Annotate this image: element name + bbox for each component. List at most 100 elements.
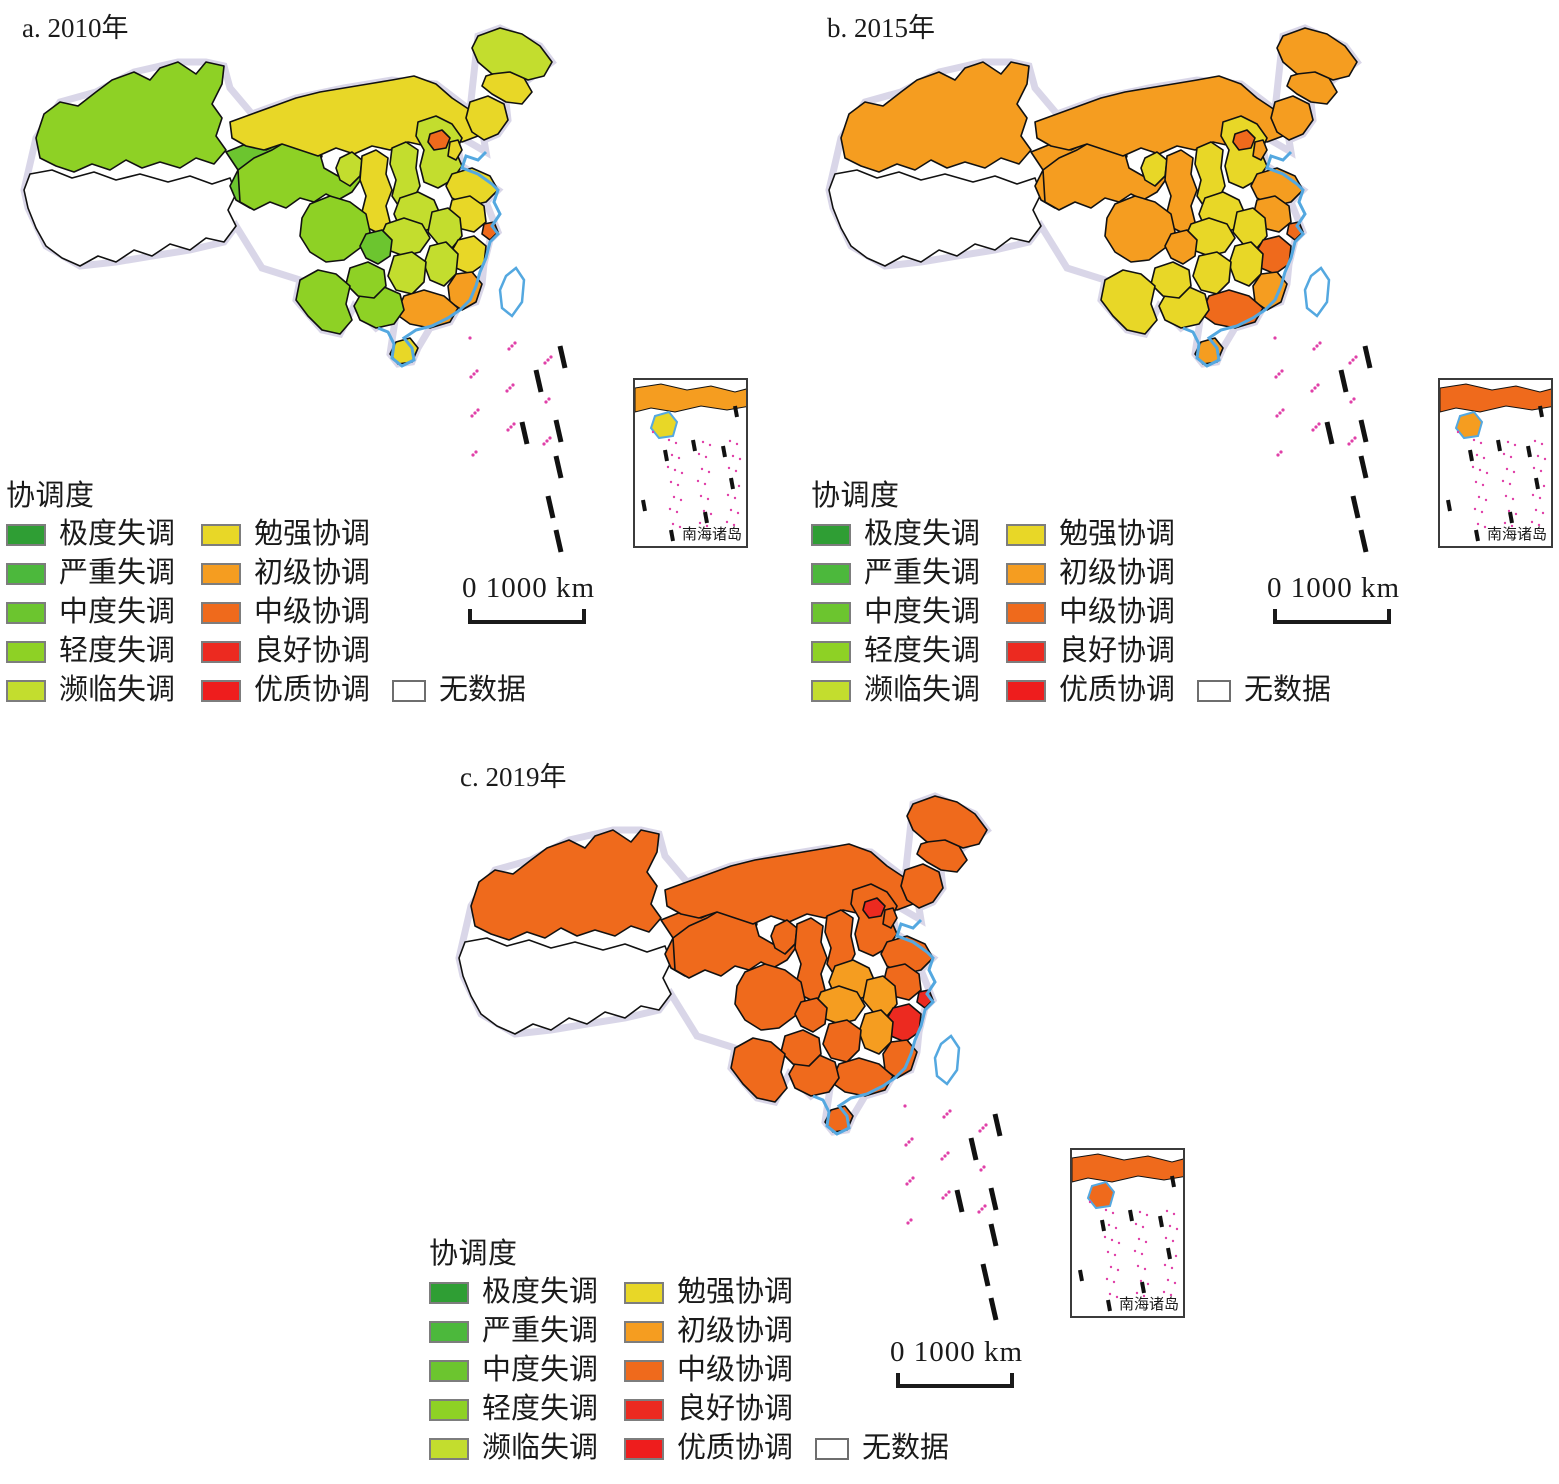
legend-item[interactable]: 濒临失调: [429, 1429, 598, 1468]
south-china-sea-inset-2015: 南海诸岛: [1438, 378, 1553, 548]
legend-item[interactable]: 轻度失调: [6, 632, 175, 671]
island-dot: [476, 408, 480, 412]
province-hunan[interactable]: [387, 251, 427, 295]
legend-item[interactable]: 极度失调: [811, 515, 980, 554]
island-dot: [982, 1165, 986, 1169]
legend-item-nodata[interactable]: 无数据: [1197, 671, 1331, 710]
province-yunnan[interactable]: [1100, 269, 1158, 335]
maritime-boundary-dash: [557, 345, 568, 369]
panel-2010: a. 2010年 南海诸岛 0 1000 km 协调度 极度失调 严重失调 中度…: [0, 0, 770, 745]
legend-item[interactable]: 中度失调: [429, 1351, 598, 1390]
province-beijing[interactable]: [427, 129, 451, 151]
province-ningxia[interactable]: [770, 919, 798, 955]
island-dot: [671, 522, 675, 526]
province-chongqing[interactable]: [794, 997, 828, 1033]
legend-item[interactable]: 轻度失调: [811, 632, 980, 671]
province-sichuan[interactable]: [299, 195, 371, 263]
province-guizhou[interactable]: [780, 1029, 822, 1067]
province-guangdong[interactable]: [1200, 289, 1264, 329]
legend-item[interactable]: 中级协调: [624, 1351, 949, 1390]
legend-item[interactable]: 严重失调: [429, 1312, 598, 1351]
province-fujian[interactable]: [447, 271, 483, 311]
province-liaoning[interactable]: [465, 95, 509, 141]
island-dot: [911, 1176, 915, 1180]
province-liaoning[interactable]: [1270, 95, 1314, 141]
legend-item[interactable]: 中度失调: [811, 593, 980, 632]
province-ningxia[interactable]: [1140, 151, 1168, 187]
legend-item[interactable]: 中级协调: [201, 593, 526, 632]
legend-item[interactable]: 初级协调: [201, 554, 526, 593]
panel-2015: b. 2015年 南海诸岛 0 1000 km 协调度 极度失调 严重失调 中度…: [805, 0, 1559, 745]
legend-item[interactable]: 勉强协调: [1006, 515, 1331, 554]
legend-2019: 协调度 极度失调 严重失调 中度失调 轻度失调 濒临失调 勉强协调 初级协调 中…: [429, 1240, 949, 1468]
province-xizang[interactable]: [828, 169, 1042, 267]
province-sichuan[interactable]: [734, 963, 806, 1031]
province-xinjiang[interactable]: [840, 61, 1032, 173]
legend-item[interactable]: 中级协调: [1006, 593, 1331, 632]
province-beijing[interactable]: [862, 897, 886, 919]
maritime-boundary-dash: [1350, 495, 1361, 519]
legend-item[interactable]: 勉强协调: [624, 1273, 949, 1312]
legend-item[interactable]: 轻度失调: [429, 1390, 598, 1429]
legend-item-nodata[interactable]: 无数据: [392, 671, 526, 710]
province-xinjiang[interactable]: [35, 61, 227, 173]
province-ningxia[interactable]: [335, 151, 363, 187]
legend-item[interactable]: 良好协调: [201, 632, 526, 671]
island-dot: [1317, 422, 1321, 426]
province-yunnan[interactable]: [295, 269, 353, 335]
province-xinjiang[interactable]: [470, 829, 662, 941]
province-hunan[interactable]: [822, 1019, 862, 1063]
province-chongqing[interactable]: [1164, 229, 1198, 265]
province-fujian[interactable]: [1252, 271, 1288, 311]
province-guizhou[interactable]: [345, 261, 387, 299]
legend-item[interactable]: 濒临失调: [6, 671, 175, 710]
province-beijing[interactable]: [1232, 129, 1256, 151]
province-hunan[interactable]: [1192, 251, 1232, 295]
province-yunnan[interactable]: [730, 1037, 788, 1103]
province-guizhou[interactable]: [1150, 261, 1192, 299]
legend-item[interactable]: 优质协调 无数据: [624, 1429, 949, 1468]
legend-item[interactable]: 中度失调: [6, 593, 175, 632]
legend-item[interactable]: 极度失调: [6, 515, 175, 554]
legend-item-nodata[interactable]: 无数据: [815, 1429, 949, 1468]
legend-item[interactable]: 良好协调: [624, 1390, 949, 1429]
legend-swatch: [429, 1398, 469, 1421]
province-tianjin[interactable]: [1252, 139, 1268, 161]
island-dot: [1280, 369, 1284, 373]
province-guangdong[interactable]: [830, 1057, 894, 1097]
province-heilongjiang[interactable]: [1276, 27, 1358, 81]
legend-item[interactable]: 优质协调 无数据: [1006, 671, 1331, 710]
scalebar-bar: [896, 1384, 1014, 1388]
province-tianjin[interactable]: [882, 907, 898, 929]
province-liaoning[interactable]: [900, 863, 944, 909]
maritime-boundary-dash: [1140, 1281, 1146, 1294]
province-heilongjiang[interactable]: [906, 795, 988, 849]
maritime-boundary-dash: [553, 419, 564, 443]
legend-item[interactable]: 初级协调: [1006, 554, 1331, 593]
legend-item[interactable]: 勉强协调: [201, 515, 526, 554]
province-sichuan[interactable]: [1104, 195, 1176, 263]
legend-item[interactable]: 濒临失调: [811, 671, 980, 710]
legend-item[interactable]: 优质协调 无数据: [201, 671, 526, 710]
province-heilongjiang[interactable]: [471, 27, 553, 81]
legend-item[interactable]: 严重失调: [6, 554, 175, 593]
legend-item[interactable]: 极度失调: [429, 1273, 598, 1312]
legend-item[interactable]: 严重失调: [811, 554, 980, 593]
island-dot: [547, 397, 551, 401]
inset-mainland: [1072, 1153, 1183, 1183]
legend-swatch: [1006, 601, 1047, 624]
province-xizang[interactable]: [458, 937, 672, 1035]
province-chongqing[interactable]: [359, 229, 393, 265]
legend-swatch: [811, 679, 851, 702]
maritime-boundary-dash: [519, 421, 530, 445]
island-dot: [1172, 1212, 1176, 1216]
province-xizang[interactable]: [23, 169, 237, 267]
legend-item[interactable]: 良好协调: [1006, 632, 1331, 671]
province-tianjin[interactable]: [447, 139, 463, 161]
legend-swatch: [811, 640, 851, 663]
island-dot: [507, 347, 511, 351]
island-dot: [1278, 411, 1282, 415]
province-guangdong[interactable]: [395, 289, 459, 329]
legend-item[interactable]: 初级协调: [624, 1312, 949, 1351]
province-fujian[interactable]: [882, 1039, 918, 1079]
